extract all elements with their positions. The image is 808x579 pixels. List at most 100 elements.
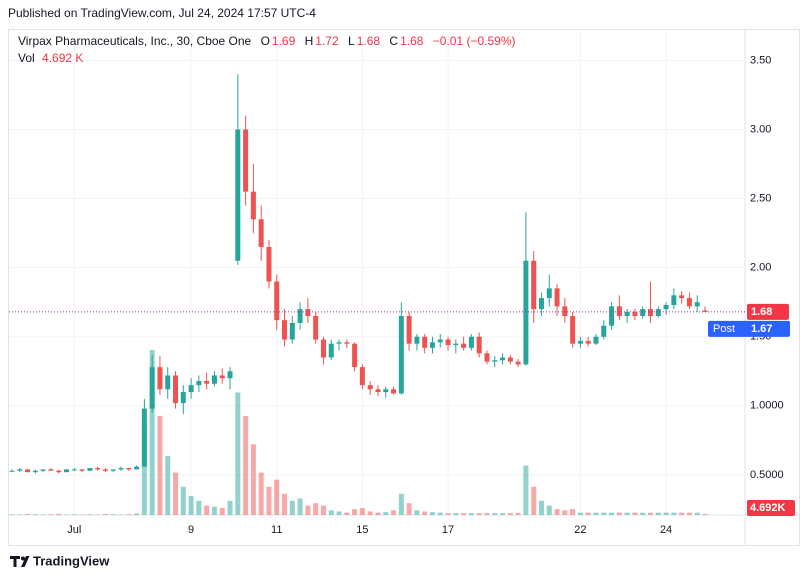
volume-bar <box>694 512 700 515</box>
candle-body <box>204 380 210 384</box>
candle-body <box>40 469 46 471</box>
volume-bar <box>289 500 295 515</box>
candle-body <box>336 342 342 344</box>
volume-legend: Vol 4.692 K <box>18 51 83 65</box>
volume-bar <box>538 500 544 515</box>
volume-bar <box>227 500 233 515</box>
candle-body <box>616 306 622 317</box>
volume-bar <box>165 456 171 515</box>
candle-body <box>694 302 700 307</box>
candle-body <box>585 340 591 344</box>
volume-bar <box>686 512 692 515</box>
candle-body <box>437 339 443 343</box>
volume-bar <box>219 507 225 515</box>
candle-body <box>102 469 108 471</box>
volume-bar <box>56 513 62 515</box>
chart-frame <box>8 29 800 546</box>
candle-body <box>359 367 365 386</box>
candle-body <box>546 288 552 299</box>
candle-body <box>165 375 171 390</box>
volume-bar <box>570 509 576 515</box>
brand-logo <box>10 556 30 567</box>
volume-bar <box>632 512 638 515</box>
volume-bar <box>476 513 482 515</box>
candle-body <box>538 298 544 310</box>
volume-bar <box>414 510 420 515</box>
candle-body <box>531 260 537 310</box>
candle-body <box>64 469 70 473</box>
candles <box>9 74 708 474</box>
volume-bar <box>492 513 498 515</box>
ohlc-key: L <box>348 34 355 48</box>
volume-key: Vol <box>18 51 35 65</box>
volume-bar <box>593 512 599 515</box>
x-tick-label: 24 <box>660 524 672 536</box>
y-tick-label: 2.50 <box>750 192 771 204</box>
candle-body <box>266 246 272 282</box>
volume-bar <box>429 512 435 515</box>
candle-body <box>507 357 513 362</box>
volume-bar <box>546 505 552 515</box>
candle-body <box>157 367 163 390</box>
candle-body <box>554 288 560 307</box>
volume-bar <box>313 503 319 515</box>
volume-bar <box>702 513 708 515</box>
volume-bar <box>523 465 529 515</box>
volume-bar <box>110 514 116 515</box>
candle-body <box>655 309 661 317</box>
candle-body <box>211 375 217 384</box>
candle-body <box>48 469 54 471</box>
candle-body <box>297 309 303 323</box>
volume-bar <box>663 512 669 515</box>
volume-bar <box>640 512 646 515</box>
candle-body <box>149 367 155 409</box>
candle-body <box>453 343 459 346</box>
candle-body <box>289 322 295 340</box>
volume-bar <box>297 498 303 515</box>
candle-body <box>9 470 15 472</box>
volume-bar <box>577 512 583 515</box>
volume-bar <box>235 392 241 515</box>
volume-bar <box>655 512 661 515</box>
volume-bar <box>585 512 591 515</box>
candle-body <box>110 469 116 471</box>
candle-body <box>562 306 568 317</box>
x-tick-label: 22 <box>574 524 586 536</box>
volume-bar <box>461 513 467 515</box>
y-tick-label: 1.0000 <box>750 400 784 412</box>
volume-bar <box>484 513 490 515</box>
candle-body <box>468 336 474 348</box>
y-tick-label: 3.50 <box>750 54 771 66</box>
volume-bar <box>282 493 288 515</box>
candle-body <box>305 309 311 317</box>
volume-bar <box>196 500 202 515</box>
volume-bar <box>87 514 93 515</box>
candle-body <box>383 389 389 393</box>
candle-body <box>702 310 708 312</box>
volume-bar <box>48 514 54 515</box>
candle-body <box>476 336 482 354</box>
volume-bar <box>531 486 537 515</box>
candle-body <box>250 191 256 220</box>
y-tick-label: 2.00 <box>750 262 771 274</box>
logo-icon <box>10 556 30 567</box>
ohlc-value: 1.69 <box>272 34 296 48</box>
volume-bar <box>616 512 622 515</box>
candle-body <box>398 316 404 394</box>
candle-body <box>87 468 93 471</box>
post-price: 1.67 <box>751 323 772 335</box>
volume-bar <box>624 512 630 515</box>
volume-bar <box>134 513 140 515</box>
candle-body <box>173 375 179 404</box>
volume-bar <box>468 513 474 515</box>
volume-badge-label: 4.692K <box>750 502 786 514</box>
candle-body <box>445 339 451 346</box>
candle-body <box>56 470 62 473</box>
volume-bar <box>149 350 155 515</box>
candle-body <box>352 343 358 368</box>
volume-bar <box>647 512 653 515</box>
candle-body <box>71 469 77 471</box>
volume-bar <box>250 444 256 515</box>
